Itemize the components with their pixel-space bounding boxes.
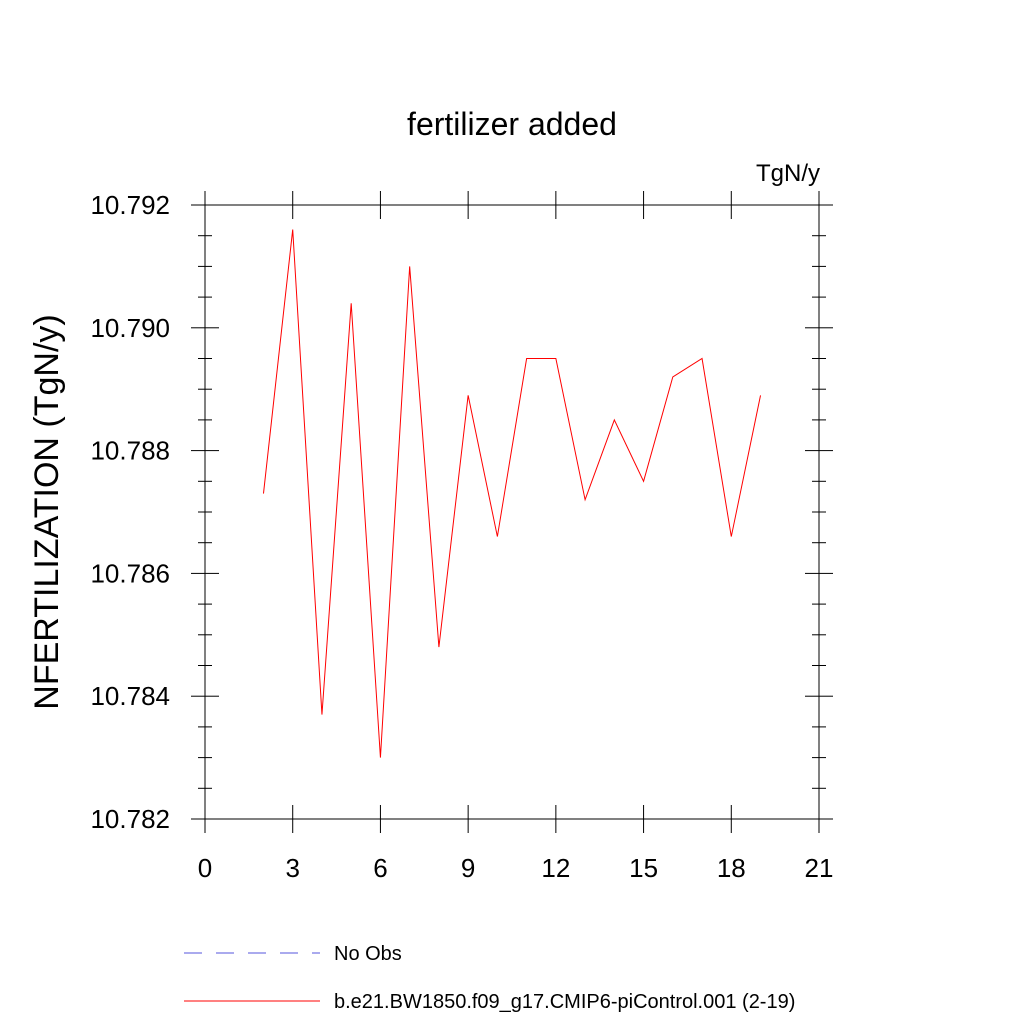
legend: No Obs b.e21.BW1850.f09_g17.CMIP6-piContr… — [184, 943, 795, 1013]
series-layer — [262, 229, 762, 758]
y-tick-label: 10.788 — [90, 436, 170, 466]
x-tick-label: 12 — [541, 853, 570, 883]
legend-label: b.e21.BW1850.f09_g17.CMIP6-piControl.001… — [334, 991, 795, 1013]
x-tick-label: 3 — [285, 853, 299, 883]
x-tick-label: 6 — [373, 853, 387, 883]
x-tick-label: 18 — [717, 853, 746, 883]
x-tick-label: 9 — [461, 853, 475, 883]
legend-label: No Obs — [334, 943, 402, 965]
units-label: TgN/y — [756, 160, 820, 187]
x-tick-label: 15 — [629, 853, 658, 883]
x-tick-label: 0 — [198, 853, 212, 883]
series-line — [262, 229, 762, 758]
x-axis-ticks: 0 3 6 9 12 15 18 21 — [198, 191, 834, 883]
y-tick-label: 10.790 — [90, 313, 170, 343]
y-axis-ticks: 10.782 10.784 10.786 10.788 10.790 10.792 — [90, 190, 833, 834]
chart-title: fertilizer added — [407, 106, 617, 142]
y-axis-label: NFERTILIZATION (TgN/y) — [28, 314, 66, 709]
y-tick-label: 10.782 — [90, 804, 170, 834]
y-tick-label: 10.786 — [90, 558, 170, 588]
y-tick-label: 10.784 — [90, 681, 170, 711]
y-tick-label: 10.792 — [90, 190, 170, 220]
x-tick-label: 21 — [805, 853, 834, 883]
